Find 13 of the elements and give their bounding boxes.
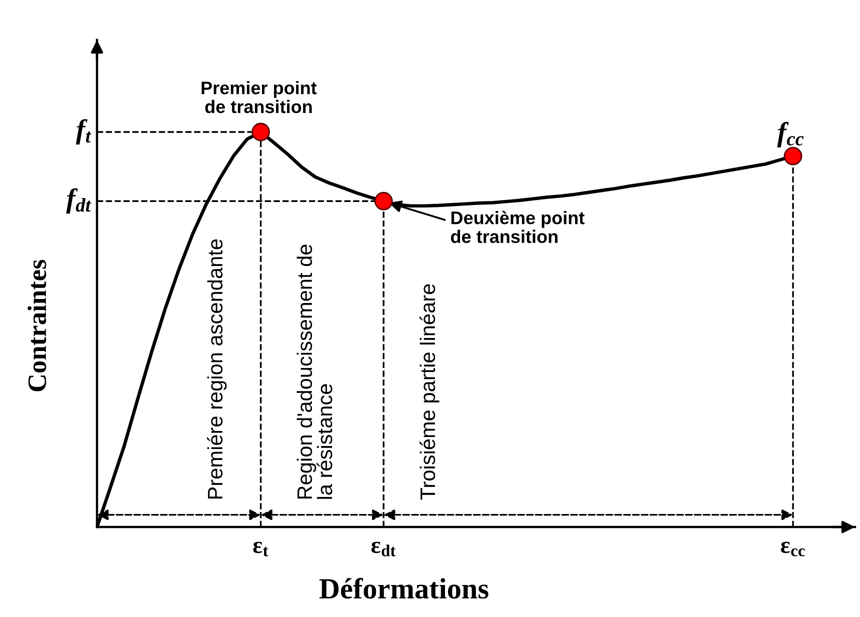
y-axis-title: Contraintes — [28, 260, 46, 392]
x-tick-label: ε$_{cc}$ — [780, 542, 805, 556]
ref-line-label: f$_{dt}$ — [66, 188, 92, 214]
annotation: Premier point de transition — [202, 81, 317, 114]
x-axis-title: Déformations — [319, 578, 488, 599]
x-tick-label: ε$_{t}$ — [253, 542, 268, 556]
ref-line-label: f$_{t}$ — [76, 119, 92, 145]
annotation: Region d'adoucissement de la résistance — [296, 244, 332, 499]
x-tick-label: ε$_{dt}$ — [371, 542, 396, 556]
annotation: Troisiéme partie linéare — [420, 284, 440, 500]
annotation: Premiére region ascendante — [207, 239, 227, 499]
annotation: f$_{cc}$ — [777, 122, 804, 148]
annotation: Deuxième point de transition — [450, 210, 584, 244]
